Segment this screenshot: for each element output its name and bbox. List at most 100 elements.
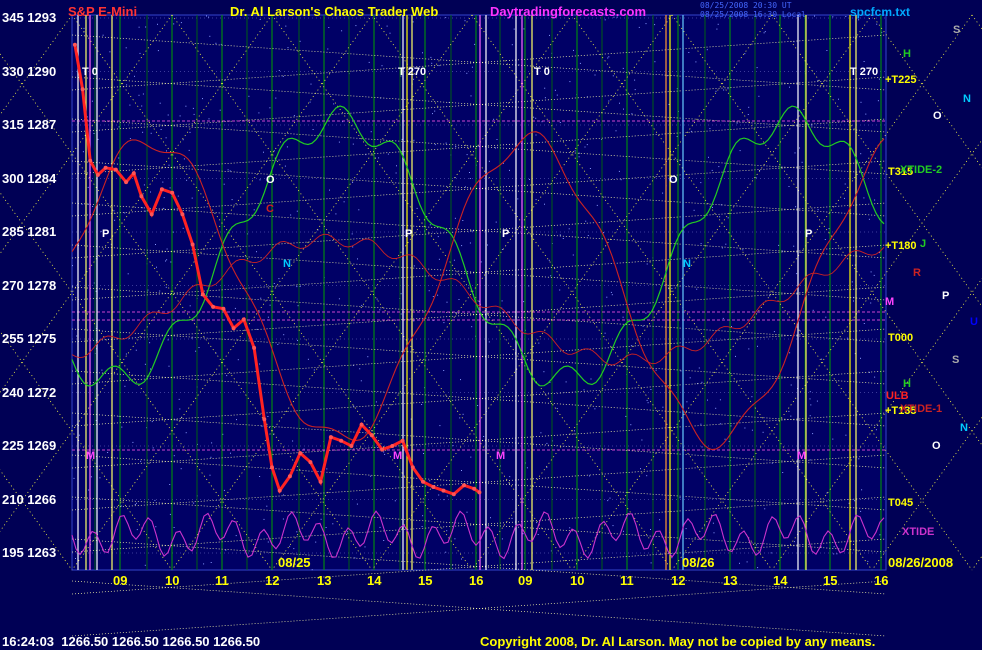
noise-dot	[817, 80, 819, 82]
noise-dot	[630, 345, 632, 347]
noise-dot	[748, 348, 750, 350]
noise-dot	[735, 355, 736, 357]
noise-dot	[275, 97, 277, 99]
price-point	[95, 172, 100, 177]
noise-dot	[335, 213, 337, 215]
noise-dot	[533, 116, 535, 118]
noise-dot	[282, 75, 284, 77]
noise-dot	[151, 421, 153, 423]
x-tick-label: 16	[469, 573, 484, 588]
noise-dot	[713, 532, 715, 534]
noise-dot	[169, 484, 171, 485]
noise-dot	[197, 443, 198, 445]
price-point	[451, 492, 456, 497]
noise-dot	[395, 172, 397, 174]
noise-dot	[167, 339, 169, 341]
planet-letter: O	[933, 110, 942, 122]
noise-dot	[645, 23, 647, 25]
price-point	[180, 212, 185, 217]
price-point	[462, 483, 466, 488]
noise-dot	[712, 522, 714, 524]
noise-dot	[550, 275, 552, 277]
noise-dot	[437, 294, 439, 296]
noise-dot	[574, 430, 575, 432]
noise-dot	[604, 332, 606, 334]
noise-dot	[359, 368, 361, 370]
level-label: +T135	[885, 405, 917, 417]
noise-dot	[152, 447, 154, 449]
noise-dot	[719, 399, 721, 401]
noise-dot	[169, 187, 171, 189]
noise-dot	[325, 527, 327, 528]
noise-dot	[82, 151, 84, 153]
noise-dot	[640, 468, 641, 470]
noise-dot	[157, 50, 159, 52]
noise-dot	[469, 242, 471, 244]
noise-dot	[529, 179, 530, 180]
noise-dot	[361, 304, 363, 306]
noise-dot	[132, 441, 134, 443]
noise-dot	[876, 23, 878, 25]
noise-dot	[102, 34, 104, 36]
noise-dot	[384, 453, 386, 455]
noise-dot	[95, 290, 97, 292]
noise-dot	[292, 440, 294, 442]
noise-dot	[612, 75, 614, 77]
noise-dot	[91, 100, 93, 102]
noise-dot	[809, 391, 811, 393]
noise-dot	[650, 529, 651, 530]
level-label: T045	[888, 497, 914, 509]
noise-dot	[719, 423, 721, 425]
noise-dot	[211, 442, 213, 444]
x-tick-label: 09	[113, 573, 128, 588]
noise-dot	[594, 408, 596, 410]
noise-dot	[556, 408, 558, 409]
noise-dot	[191, 197, 193, 199]
noise-dot	[338, 298, 340, 300]
noise-dot	[443, 499, 445, 501]
noise-dot	[259, 179, 261, 181]
x-tick-label: 09	[518, 573, 533, 588]
noise-dot	[462, 220, 464, 221]
noise-dot	[810, 404, 812, 406]
flux-label: ULB	[886, 390, 909, 402]
noise-dot	[858, 19, 860, 21]
time-marker: T 270	[398, 66, 427, 78]
noise-dot	[273, 433, 274, 435]
noise-dot	[696, 288, 698, 290]
noise-dot	[715, 407, 717, 409]
noise-dot	[860, 153, 862, 155]
noise-dot	[379, 526, 381, 528]
noise-dot	[428, 290, 430, 292]
noise-dot	[445, 551, 447, 553]
noise-dot	[844, 197, 845, 199]
noise-dot	[157, 23, 158, 25]
angle-line	[71, 496, 887, 553]
noise-dot	[578, 156, 580, 158]
angle-line	[0, 14, 73, 116]
noise-dot	[219, 109, 221, 111]
noise-dot	[160, 129, 162, 130]
noise-dot	[587, 235, 589, 236]
noise-dot	[782, 250, 784, 252]
noise-dot	[259, 19, 261, 20]
angle-line	[71, 244, 887, 301]
noise-dot	[455, 146, 457, 147]
noise-dot	[654, 61, 656, 63]
noise-dot	[809, 398, 811, 400]
noise-dot	[138, 26, 140, 28]
site-link[interactable]: Daytradingforecasts.com	[490, 4, 647, 19]
noise-dot	[748, 106, 750, 108]
noise-dot	[297, 339, 298, 341]
level-label: T315	[888, 166, 914, 178]
noise-dot	[155, 526, 157, 528]
noise-dot	[502, 162, 504, 164]
noise-dot	[273, 150, 275, 152]
noise-dot	[166, 259, 168, 261]
noise-dot	[845, 16, 847, 17]
noise-dot	[863, 61, 865, 62]
noise-dot	[352, 181, 354, 183]
noise-dot	[630, 424, 632, 426]
noise-dot	[796, 273, 798, 275]
noise-dot	[101, 369, 103, 371]
